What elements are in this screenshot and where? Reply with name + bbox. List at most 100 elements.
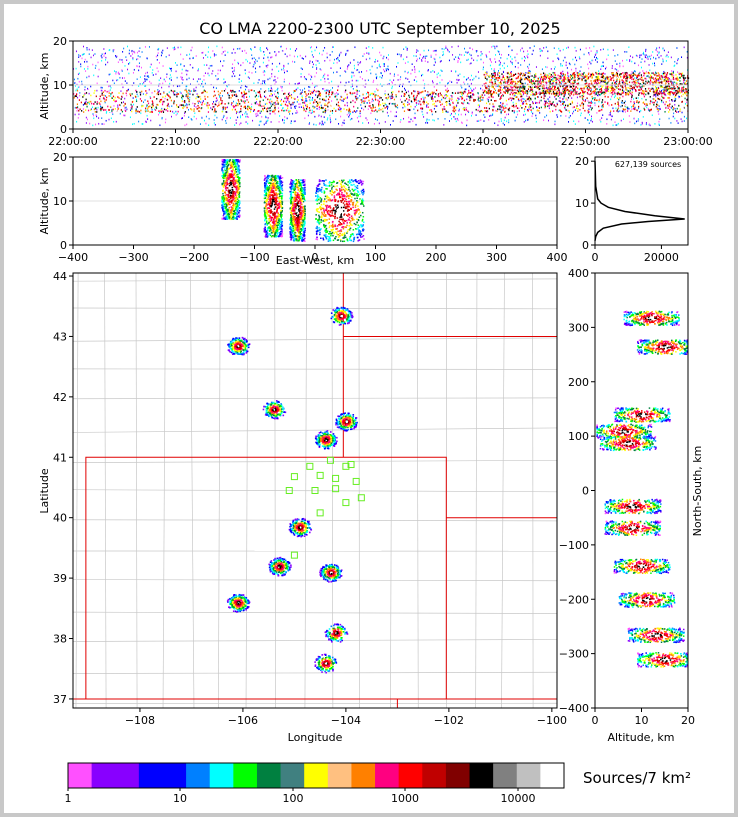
source-pixel	[347, 68, 348, 70]
source-pixel	[420, 54, 421, 56]
band-pixel	[471, 97, 472, 99]
band-pixel	[685, 93, 686, 95]
source-pixel	[169, 54, 170, 56]
source-pixel	[150, 66, 151, 68]
band-pixel	[567, 87, 568, 89]
source-pixel	[504, 120, 505, 122]
band-pixel	[674, 96, 675, 98]
source-pixel	[554, 68, 555, 70]
source-pixel	[309, 62, 310, 64]
source-pixel	[81, 81, 82, 83]
band-pixel	[222, 107, 223, 109]
band-pixel	[523, 90, 524, 92]
band-pixel	[654, 74, 655, 76]
band-pixel	[685, 89, 686, 91]
source-pixel	[546, 115, 547, 117]
band-pixel	[259, 92, 260, 94]
band-pixel	[228, 103, 229, 105]
source-pixel	[494, 46, 495, 48]
source-pixel	[222, 95, 223, 97]
source-pixel	[125, 80, 126, 82]
source-pixel	[600, 119, 601, 121]
source-pixel	[240, 122, 241, 124]
band-pixel	[233, 106, 234, 108]
band-pixel	[542, 92, 543, 94]
source-pixel	[642, 70, 643, 72]
band-pixel	[553, 93, 554, 95]
source-pixel	[645, 105, 646, 107]
source-pixel	[663, 89, 664, 91]
band-pixel	[517, 86, 518, 88]
source-pixel	[151, 83, 152, 85]
band-pixel	[533, 77, 534, 79]
source-pixel	[122, 51, 123, 53]
source-pixel	[156, 56, 157, 58]
band-pixel	[668, 93, 669, 95]
band-pixel	[79, 99, 80, 101]
band-pixel	[305, 93, 306, 95]
band-pixel	[408, 95, 409, 97]
band-pixel	[530, 72, 531, 74]
band-pixel	[533, 93, 534, 95]
source-pixel	[139, 47, 140, 49]
band-pixel	[421, 91, 422, 93]
source-pixel	[258, 96, 259, 98]
band-pixel	[657, 78, 658, 80]
band-pixel	[266, 103, 267, 105]
source-pixel	[631, 98, 632, 100]
source-pixel	[671, 70, 672, 72]
source-pixel	[562, 65, 563, 67]
source-pixel	[136, 112, 137, 114]
band-pixel	[334, 108, 335, 110]
band-pixel	[263, 99, 264, 101]
source-pixel	[440, 69, 441, 71]
source-pixel	[301, 67, 302, 69]
source-pixel	[260, 50, 261, 52]
band-pixel	[461, 93, 462, 95]
source-pixel	[189, 54, 190, 56]
band-pixel	[582, 95, 583, 97]
source-pixel	[95, 124, 96, 126]
band-pixel	[77, 90, 78, 92]
band-pixel	[478, 97, 479, 99]
source-pixel	[79, 81, 80, 83]
band-pixel	[648, 93, 649, 95]
band-pixel	[501, 106, 502, 108]
source-pixel	[106, 111, 107, 113]
band-pixel	[468, 96, 469, 98]
band-pixel	[116, 100, 117, 102]
band-pixel	[591, 93, 592, 95]
band-pixel	[655, 78, 656, 80]
source-pixel	[312, 61, 313, 63]
source-pixel	[97, 83, 98, 85]
source-pixel	[576, 50, 577, 52]
source-pixel	[116, 121, 117, 123]
band-pixel	[160, 93, 161, 95]
source-pixel	[467, 52, 468, 54]
source-pixel	[385, 121, 386, 123]
band-pixel	[285, 104, 286, 106]
source-pixel	[464, 76, 465, 78]
source-pixel	[113, 105, 114, 107]
source-pixel	[93, 75, 94, 77]
source-pixel	[324, 78, 325, 80]
source-pixel	[460, 62, 461, 64]
source-pixel	[270, 57, 271, 59]
band-pixel	[329, 90, 330, 92]
source-pixel	[488, 99, 489, 101]
band-pixel	[576, 105, 577, 107]
band-pixel	[242, 96, 243, 98]
source-pixel	[362, 55, 363, 57]
source-pixel	[552, 60, 553, 62]
source-pixel	[654, 123, 655, 125]
band-pixel	[135, 96, 136, 98]
source-pixel	[566, 62, 567, 64]
source-pixel	[368, 79, 369, 81]
source-pixel	[497, 85, 498, 87]
band-pixel	[520, 75, 521, 77]
source-pixel	[146, 121, 147, 123]
source-pixel	[138, 55, 139, 57]
source-pixel	[159, 112, 160, 114]
source-pixel	[324, 73, 325, 75]
band-pixel	[539, 107, 540, 109]
